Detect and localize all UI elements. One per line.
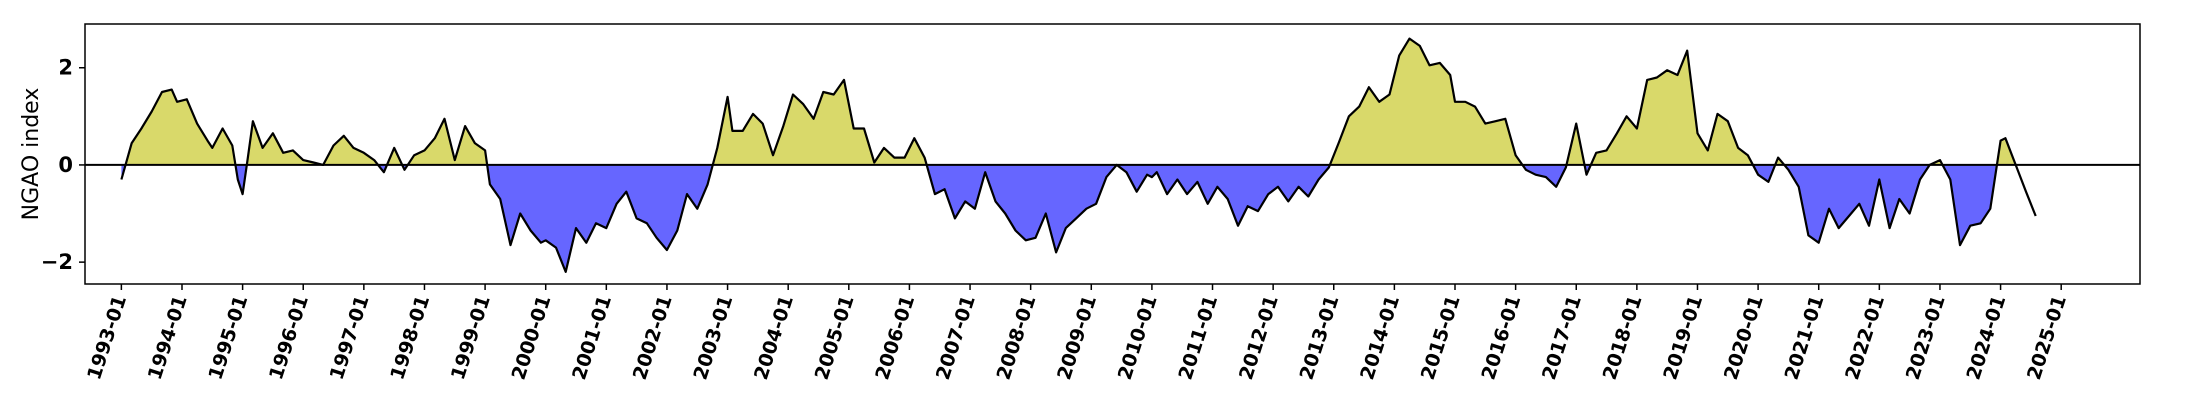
series-line-group: [120, 37, 2037, 273]
x-axis: 1993-01 1994-01 1995-01 1996-01 1997-01 1998-…: [83, 284, 2071, 382]
x-tick-label: 2004-01: [750, 293, 798, 383]
x-tick-label: 2007-01: [932, 293, 980, 383]
x-tick-label: 2001-01: [568, 293, 616, 383]
positive-area: [1566, 123, 1585, 165]
x-tick-label: 2019-01: [1659, 293, 1707, 383]
positive-area: [386, 147, 403, 165]
x-tick-label: 1993-01: [83, 293, 131, 383]
x-tick-label: 1994-01: [144, 293, 192, 383]
x-tick-label: 2016-01: [1477, 293, 1525, 383]
negative-area: [926, 164, 1117, 253]
x-tick-label: 2018-01: [1599, 293, 1647, 383]
x-tick-label: 1996-01: [265, 293, 313, 383]
negative-area: [1942, 164, 1997, 246]
x-tick-label: 1998-01: [386, 293, 434, 383]
negative-area: [1116, 164, 1330, 226]
x-tick-label: 2011-01: [1174, 293, 1222, 383]
x-tick-label: 2025-01: [2023, 293, 2071, 383]
y-tick-label: −2: [41, 250, 73, 274]
negative-area: [487, 164, 713, 272]
x-tick-label: 2014-01: [1356, 293, 1404, 383]
x-tick-label: 2015-01: [1417, 293, 1465, 383]
x-tick-label: 1999-01: [447, 293, 495, 383]
x-tick-label: 1997-01: [326, 293, 374, 383]
x-tick-label: 2022-01: [1841, 293, 1889, 383]
positive-area: [1590, 50, 1753, 165]
x-tick-label: 1995-01: [204, 293, 252, 383]
x-tick-label: 2012-01: [1235, 293, 1283, 383]
y-axis-label: NGAO index: [19, 88, 44, 221]
x-tick-label: 2008-01: [993, 293, 1041, 383]
x-tick-label: 2024-01: [1962, 293, 2010, 383]
y-axis: −2 0 2: [41, 56, 85, 274]
y-tick-label: 0: [58, 153, 73, 177]
x-tick-label: 2005-01: [811, 293, 859, 383]
positive-area: [125, 89, 236, 165]
x-tick-label: 2003-01: [689, 293, 737, 383]
x-tick-label: 2023-01: [1902, 293, 1950, 383]
negative-area: [235, 164, 247, 195]
series-line: [120, 37, 2037, 273]
x-tick-label: 2006-01: [871, 293, 919, 383]
positive-area: [1329, 38, 1523, 165]
y-tick-label: 2: [58, 56, 73, 80]
x-tick-label: 2000-01: [508, 293, 556, 383]
positive-area: [1996, 138, 2016, 165]
positive-area: [712, 79, 927, 165]
x-tick-label: 2020-01: [1720, 293, 1768, 383]
plot-frame: [84, 23, 2141, 285]
x-tick-label: 2002-01: [629, 293, 677, 383]
x-tick-label: 2017-01: [1538, 293, 1586, 383]
x-tick-label: 2021-01: [1781, 293, 1829, 383]
x-tick-label: 2009-01: [1053, 293, 1101, 383]
negative-area: [1784, 164, 1930, 243]
x-tick-label: 2010-01: [1114, 293, 1162, 383]
positive-area: [246, 121, 378, 165]
x-tick-label: 2013-01: [1296, 293, 1344, 383]
